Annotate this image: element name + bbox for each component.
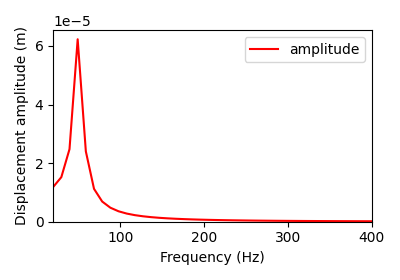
Legend: amplitude: amplitude <box>244 37 365 62</box>
amplitude <box>132 213 137 217</box>
amplitude <box>214 218 219 222</box>
amplitude <box>263 219 268 222</box>
amplitude <box>75 38 80 41</box>
amplitude <box>222 218 227 222</box>
amplitude <box>329 220 334 223</box>
amplitude <box>280 219 284 223</box>
amplitude <box>230 219 235 222</box>
amplitude <box>312 219 317 223</box>
amplitude <box>247 219 252 222</box>
amplitude <box>206 218 211 221</box>
amplitude <box>353 220 358 223</box>
amplitude <box>59 176 64 179</box>
Line: amplitude: amplitude <box>53 39 372 221</box>
amplitude <box>255 219 260 222</box>
amplitude <box>116 210 121 213</box>
amplitude <box>84 150 88 153</box>
amplitude <box>173 217 178 220</box>
amplitude <box>296 219 301 223</box>
X-axis label: Frequency (Hz): Frequency (Hz) <box>160 251 265 265</box>
amplitude <box>361 220 366 223</box>
amplitude <box>198 218 203 221</box>
Y-axis label: Displacement amplitude (m): Displacement amplitude (m) <box>15 26 29 225</box>
amplitude <box>288 219 292 223</box>
amplitude <box>141 214 146 218</box>
amplitude <box>165 217 170 220</box>
amplitude <box>345 220 350 223</box>
amplitude <box>67 148 72 151</box>
amplitude <box>320 220 325 223</box>
amplitude <box>182 218 186 221</box>
amplitude <box>272 219 276 222</box>
amplitude <box>149 216 154 219</box>
amplitude <box>190 218 194 221</box>
amplitude <box>304 219 309 223</box>
amplitude <box>239 219 244 222</box>
amplitude <box>337 220 342 223</box>
amplitude <box>370 220 374 223</box>
amplitude <box>100 200 104 203</box>
amplitude <box>51 185 56 189</box>
amplitude <box>92 187 96 190</box>
amplitude <box>108 206 113 209</box>
amplitude <box>124 212 129 215</box>
amplitude <box>157 216 162 220</box>
